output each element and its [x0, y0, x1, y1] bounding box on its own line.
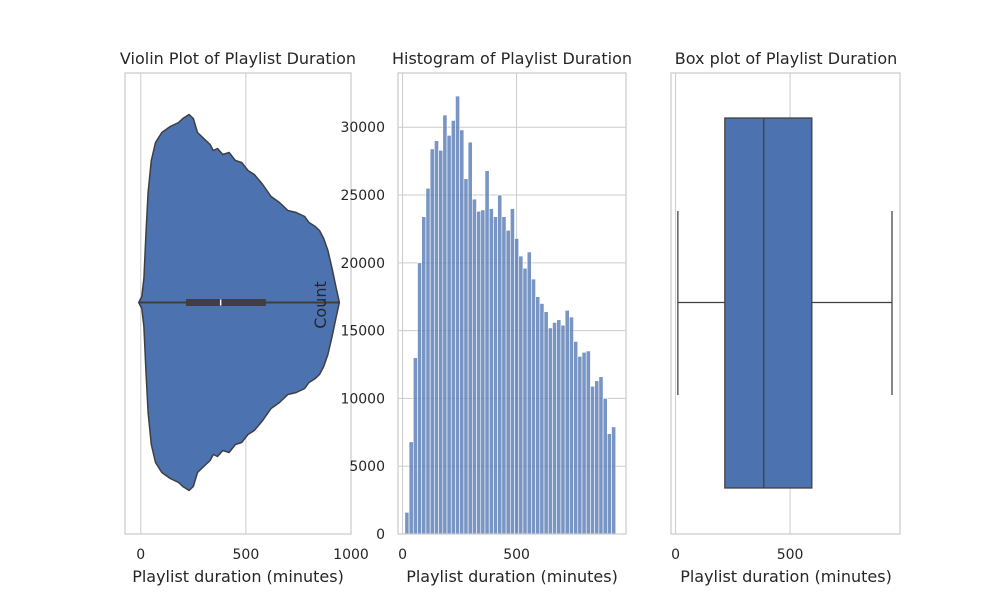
histogram-bar: [598, 376, 604, 535]
x-tick-label: 500: [233, 547, 260, 563]
y-tick-label: 5000: [349, 459, 385, 475]
histogram-bar: [459, 129, 465, 535]
histogram-bar: [585, 350, 591, 535]
x-tick-label: 500: [503, 547, 530, 563]
histogram-bar: [450, 120, 456, 535]
histogram-bar: [455, 95, 460, 535]
y-tick-label: 20000: [340, 256, 385, 272]
histogram-bar: [518, 255, 524, 535]
x-tick-label: 1000: [333, 547, 369, 563]
box-plot-panel: Box plot of Playlist Duration Playlist d…: [670, 49, 901, 586]
histogram-bar: [543, 311, 549, 535]
x-tick-label: 0: [398, 547, 407, 563]
histogram-bar: [531, 278, 536, 535]
histogram-ylabel: Count: [311, 281, 330, 329]
histogram-bar: [446, 135, 452, 535]
histogram-bar: [429, 148, 435, 535]
histogram-bar: [476, 211, 482, 535]
histogram-bar: [434, 140, 439, 535]
histogram-title: Histogram of Playlist Duration: [392, 49, 632, 68]
histogram-bar: [484, 170, 490, 535]
histogram-bar: [438, 149, 444, 535]
y-tick-label: 25000: [340, 188, 385, 204]
y-tick-label: 15000: [340, 324, 385, 340]
histogram-bar: [493, 216, 498, 535]
histogram-bar: [421, 216, 427, 535]
histogram-bar: [509, 208, 515, 535]
boxplot-title: Box plot of Playlist Duration: [675, 49, 898, 68]
histogram-bar: [560, 324, 566, 535]
axes-frame: [670, 72, 901, 535]
iqr-box: [724, 117, 813, 489]
x-tick-label: 500: [777, 547, 804, 563]
histogram-bar: [497, 194, 503, 535]
histogram-bar: [488, 208, 494, 535]
histogram-bar: [581, 352, 587, 535]
histogram-bar: [526, 251, 532, 535]
boxplot-xlabel: Playlist duration (minutes): [680, 567, 892, 586]
histogram-bar: [467, 141, 473, 535]
histogram-bar: [442, 114, 448, 535]
violin-plot-panel: Violin Plot of Playlist Duration Playlis…: [120, 49, 369, 586]
histogram-bar: [522, 267, 528, 535]
histogram-bar: [501, 216, 507, 535]
histogram-bar: [573, 341, 579, 535]
histogram-bar: [412, 357, 418, 535]
violin-xlabel: Playlist duration (minutes): [132, 567, 344, 586]
y-tick-label: 30000: [340, 120, 385, 136]
x-tick-label: 0: [136, 547, 145, 563]
histogram-bar: [539, 303, 545, 535]
violin-title: Violin Plot of Playlist Duration: [120, 49, 356, 68]
violin-iqr-box: [185, 299, 266, 306]
histogram-bar: [552, 322, 557, 535]
histogram-bar: [569, 316, 574, 535]
y-tick-label: 10000: [340, 391, 385, 407]
histogram-panel: Histogram of Playlist Duration Playlist …: [311, 49, 632, 586]
axes-frame: [124, 72, 352, 535]
histogram-bar: [606, 433, 612, 535]
histogram-xlabel: Playlist duration (minutes): [406, 567, 618, 586]
histogram-bars: [404, 95, 617, 535]
histogram-bar: [463, 178, 469, 535]
histogram-bar: [505, 229, 511, 535]
histogram-bar: [556, 319, 562, 535]
histogram-bar: [564, 309, 570, 535]
histogram-bar: [417, 262, 423, 535]
axes-frame: [397, 72, 627, 535]
histogram-bar: [611, 426, 617, 535]
histogram-bar: [590, 385, 595, 535]
histogram-bar: [535, 296, 541, 535]
histogram-bar: [480, 209, 486, 535]
histogram-bar: [404, 512, 410, 535]
histogram-bar: [547, 327, 553, 535]
histogram-bar: [472, 198, 477, 535]
histogram-bar: [577, 356, 583, 535]
histogram-bar: [514, 238, 520, 535]
histogram-bar: [408, 441, 414, 535]
histogram-bar: [425, 187, 431, 535]
y-tick-label: 0: [376, 527, 385, 543]
histogram-bar: [594, 380, 600, 535]
histogram-bar: [602, 398, 608, 535]
x-tick-label: 0: [671, 547, 680, 563]
